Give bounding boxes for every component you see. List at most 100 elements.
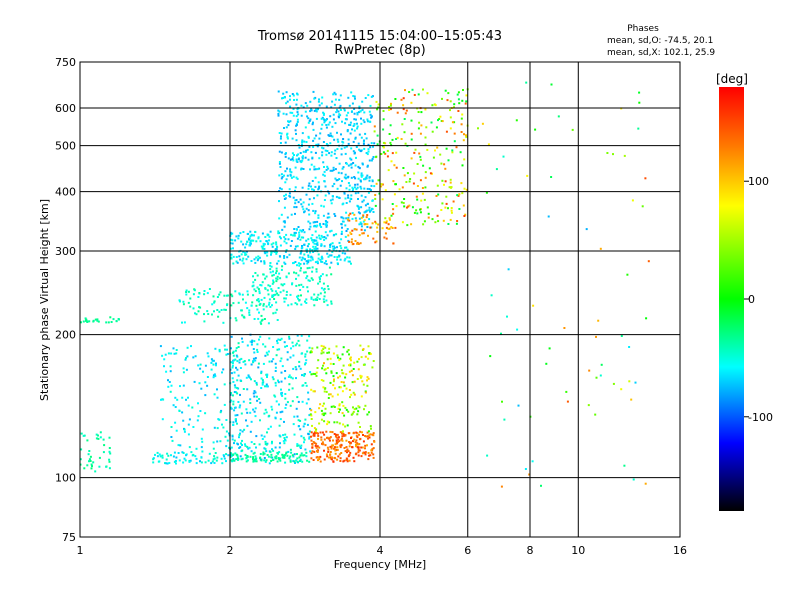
data-point (261, 438, 264, 440)
data-point (263, 452, 266, 455)
data-point (203, 313, 205, 316)
data-point (253, 451, 256, 454)
data-point (285, 91, 288, 94)
data-point (289, 448, 292, 451)
data-point (274, 290, 277, 293)
data-point (425, 126, 428, 129)
data-point (243, 428, 246, 431)
data-point (326, 367, 329, 369)
data-point (329, 393, 332, 396)
data-point (289, 244, 292, 247)
data-point (359, 150, 362, 153)
data-point (266, 353, 269, 356)
data-point (314, 245, 317, 248)
data-point (352, 162, 355, 164)
data-point (260, 314, 263, 317)
y-tick-label: 200 (55, 329, 76, 342)
data-point (195, 447, 198, 450)
data-point (384, 232, 387, 235)
data-point (291, 111, 294, 114)
data-point (304, 156, 307, 159)
data-point (231, 394, 234, 397)
data-point (188, 446, 191, 449)
data-point (299, 458, 302, 461)
data-point (233, 442, 235, 445)
data-point (322, 111, 325, 114)
data-point (444, 206, 447, 209)
data-point (277, 457, 280, 459)
data-point (265, 305, 268, 308)
data-point (198, 292, 201, 294)
data-point (352, 368, 355, 370)
data-point (206, 352, 209, 355)
data-point (326, 351, 329, 354)
data-point (357, 368, 360, 371)
data-point (230, 347, 232, 350)
data-point (346, 256, 349, 259)
data-point (295, 342, 298, 345)
data-point (599, 247, 602, 250)
data-point (292, 175, 295, 178)
data-point (222, 426, 225, 429)
data-point (323, 239, 326, 241)
data-point (236, 392, 239, 395)
data-point (267, 322, 270, 325)
data-point (647, 260, 650, 263)
data-point (232, 424, 235, 426)
data-point (183, 428, 186, 431)
data-point (463, 215, 466, 217)
data-point (268, 298, 271, 301)
data-point (320, 409, 323, 412)
data-point (337, 436, 340, 439)
data-point (239, 432, 241, 435)
data-point (315, 108, 318, 111)
data-point (342, 138, 345, 140)
data-point (372, 145, 374, 148)
data-point (174, 406, 177, 408)
data-point (594, 413, 597, 416)
data-point (336, 433, 339, 436)
data-point (356, 122, 358, 125)
data-point (234, 358, 237, 361)
data-point (312, 251, 315, 253)
data-point (115, 320, 118, 323)
data-point (158, 453, 161, 456)
data-point (289, 168, 292, 171)
data-point (325, 119, 328, 122)
data-point (414, 148, 417, 151)
data-point (324, 444, 327, 447)
data-point (243, 316, 246, 319)
data-point (363, 147, 366, 150)
data-point (314, 212, 317, 215)
data-point (263, 318, 266, 320)
data-point (485, 191, 488, 194)
data-point (437, 193, 440, 196)
data-point (247, 255, 250, 258)
data-point (315, 243, 318, 246)
data-point (320, 349, 323, 352)
data-point (247, 232, 250, 235)
data-point (279, 277, 282, 280)
data-point (208, 288, 211, 290)
data-point (495, 168, 498, 171)
data-point (290, 303, 293, 306)
data-point (452, 200, 455, 203)
data-point (268, 301, 271, 304)
data-point (320, 418, 323, 421)
data-point (283, 454, 285, 457)
data-point (461, 99, 464, 102)
data-point (344, 434, 347, 437)
data-point (270, 360, 273, 363)
data-point (305, 149, 308, 152)
data-point (342, 217, 345, 220)
data-point (366, 379, 368, 382)
data-point (213, 393, 216, 396)
data-point (340, 172, 343, 175)
data-point (246, 307, 249, 310)
data-point (257, 317, 260, 320)
data-point (307, 184, 310, 187)
data-point (350, 393, 353, 396)
data-point (321, 413, 324, 416)
data-point (260, 260, 263, 263)
data-point (253, 318, 256, 320)
